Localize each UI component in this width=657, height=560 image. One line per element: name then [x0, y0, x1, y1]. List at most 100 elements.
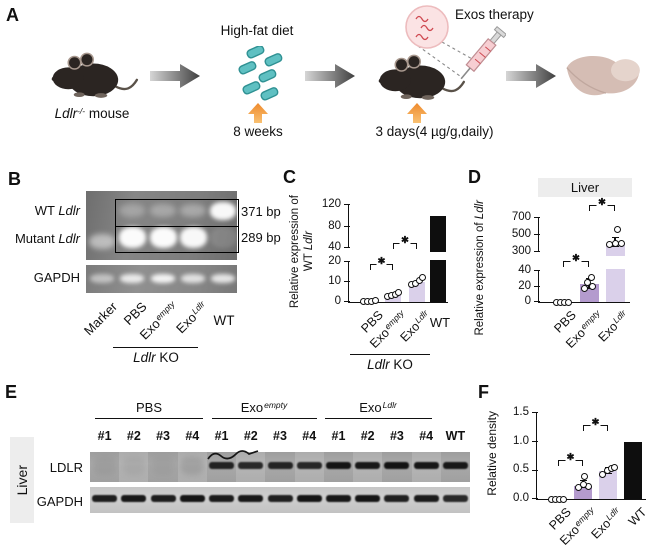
data-point	[587, 273, 595, 281]
blot-band	[384, 495, 410, 502]
bar	[624, 441, 642, 499]
mouse-caption: Ldlr-/- mouse	[32, 106, 152, 121]
x-axis-line	[536, 499, 647, 500]
lane-shading	[148, 452, 178, 482]
data-point	[371, 297, 379, 305]
x-category-label: WT	[429, 315, 451, 330]
blot-band-faint	[121, 457, 146, 475]
lane-number-label: #2	[243, 429, 258, 443]
y-axis-title: Relative density	[484, 410, 499, 496]
blot-band	[209, 495, 235, 502]
y-axis-tick	[531, 469, 538, 471]
band-size-wt: 371 bp	[241, 204, 281, 219]
significance-star: ✱	[596, 197, 608, 208]
blot-band	[267, 495, 293, 502]
significance-star: ✱	[399, 235, 411, 246]
lane-label: ExoLdlr	[173, 299, 208, 337]
mouse-caption-rest: mouse	[85, 106, 130, 121]
panel-e: E Liver LDLR GAPDH PBS Exoempty ExoLdlr #1 #…	[0, 383, 477, 560]
blot-band	[267, 462, 293, 469]
y-axis-line	[536, 413, 538, 499]
bar-lower-segment	[430, 260, 446, 302]
error-bar-cap	[611, 236, 619, 239]
group-label-ldlr-ko: Ldlr KO	[367, 357, 413, 372]
blot-band	[355, 462, 381, 469]
panel-a: A Ldlr-/- mouse High-fat diet	[0, 0, 657, 158]
blot-band	[238, 462, 264, 469]
gel-band	[210, 202, 236, 220]
lane-number-label: #4	[302, 429, 317, 443]
y-axis-tick	[343, 261, 350, 263]
significance-bracket: ✱	[589, 198, 615, 211]
gel-band	[118, 227, 146, 248]
blot-band	[442, 495, 468, 502]
significance-star: ✱	[565, 452, 576, 463]
data-point	[394, 288, 402, 296]
gel-band	[120, 274, 144, 283]
gel-band	[179, 227, 207, 248]
significance-star: ✱	[376, 256, 387, 267]
y-tick-label: 10	[328, 275, 341, 287]
gel-band	[209, 227, 237, 248]
gel-band	[151, 274, 175, 283]
bar	[385, 295, 401, 302]
diet-duration-label: 8 weeks	[233, 124, 283, 139]
blot-band	[150, 495, 176, 502]
lane-label: WT	[213, 313, 235, 328]
blot-band	[384, 462, 410, 469]
data-point	[613, 226, 621, 234]
panel-f: F Relative density 0.0 0.5 1.0 1.5 ✱ ✱ PBS Exoe…	[477, 383, 657, 560]
significance-bracket: ✱	[563, 254, 589, 267]
x-category-label: WT	[625, 505, 649, 529]
y-axis-tick	[531, 440, 538, 442]
y-tick-label: 1.0	[513, 434, 529, 447]
bar-lower-segment	[605, 269, 625, 302]
data-point	[588, 283, 596, 290]
lane-number-label: #2	[360, 429, 375, 443]
lane-number-label: #3	[156, 429, 171, 443]
y-tick-label: 80	[328, 219, 341, 232]
significance-star: ✱	[590, 417, 601, 428]
lane-number-label: #3	[389, 429, 404, 443]
blot-group-label: PBS	[135, 400, 162, 415]
group-underline	[113, 347, 198, 348]
tissue-header: Liver	[538, 178, 632, 197]
y-tick-label: 0.5	[513, 463, 529, 476]
y-axis-tick	[533, 285, 540, 287]
blot-band	[296, 462, 322, 469]
blot-band	[209, 462, 235, 469]
significance-bracket: ✱	[583, 418, 608, 431]
panel-b: B WT Ldlr Mutant Ldlr GAPDH 371 bp 289 b…	[0, 160, 281, 383]
gel-band	[211, 274, 235, 283]
y-axis-title: Relative expression of WT Ldlr	[289, 195, 315, 309]
y-axis-tick	[533, 234, 540, 236]
gel-band	[119, 204, 145, 217]
data-point	[559, 495, 567, 503]
blot-group-label: Exoempty	[240, 400, 288, 415]
error-bar-cap	[579, 479, 587, 482]
panel-e-label: E	[5, 382, 18, 402]
y-tick-label: 20	[518, 279, 531, 292]
lane-number-label: #4	[419, 429, 434, 443]
data-point	[598, 471, 606, 479]
y-tick-label: 1.5	[513, 406, 529, 418]
gel-band	[150, 204, 176, 217]
blot-band	[413, 462, 439, 469]
y-axis-tick	[343, 247, 350, 249]
lane-shading	[119, 452, 149, 482]
y-axis-tick	[531, 412, 538, 414]
panel-d: D Liver Relative expression of Ldlr 300 5…	[460, 160, 657, 383]
y-tick-label: 40	[328, 241, 341, 253]
mouse-gene: Ldlr	[54, 106, 78, 121]
gel-band	[149, 227, 177, 248]
y-tick-label: 0	[524, 295, 531, 307]
y-axis-tick	[533, 251, 540, 253]
y-tick-label: 300	[511, 245, 531, 257]
y-tick-label: 120	[321, 198, 341, 210]
gel-band	[89, 234, 115, 249]
gapdh-gel-image	[86, 265, 237, 293]
panel-b-label: B	[8, 169, 21, 189]
group-underline	[350, 354, 430, 355]
arrow-right-icon	[305, 64, 355, 88]
lane-number-label: WT	[445, 429, 466, 443]
